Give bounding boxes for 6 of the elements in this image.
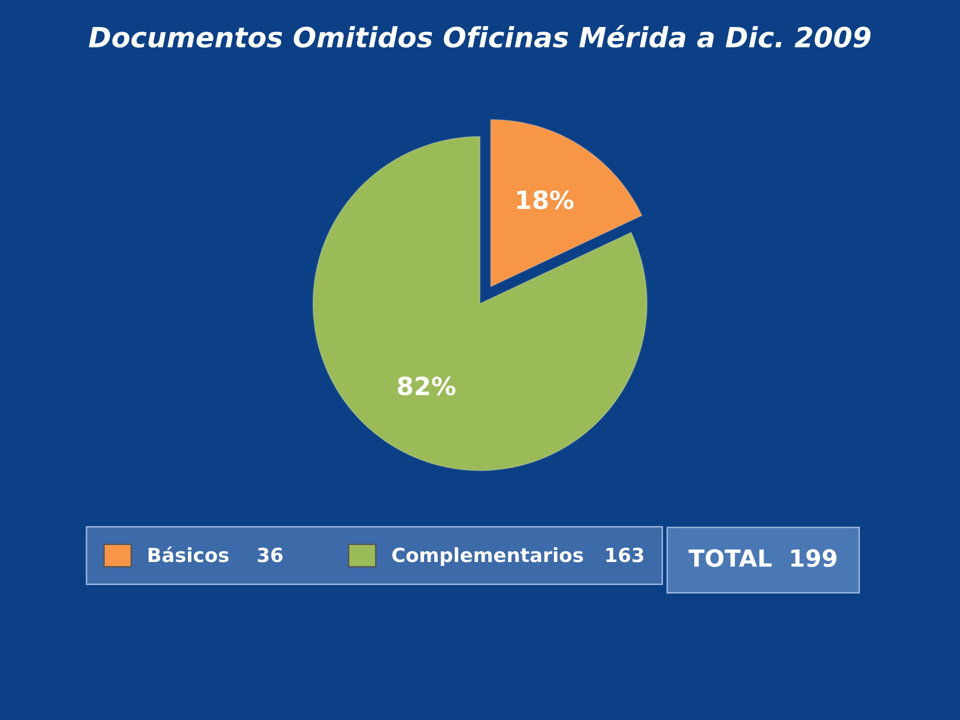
data-label: 18% [517, 190, 574, 210]
text: TOTAL 199 [688, 549, 836, 568]
legend-label: Básicos 36 [148, 546, 283, 562]
legend-label: Complementarios 163 [392, 547, 644, 566]
data-label: 82% [398, 376, 456, 396]
chart-title: Documentos Omitidos Oficinas Mérida a Dic. 2009 [88, 25, 871, 48]
